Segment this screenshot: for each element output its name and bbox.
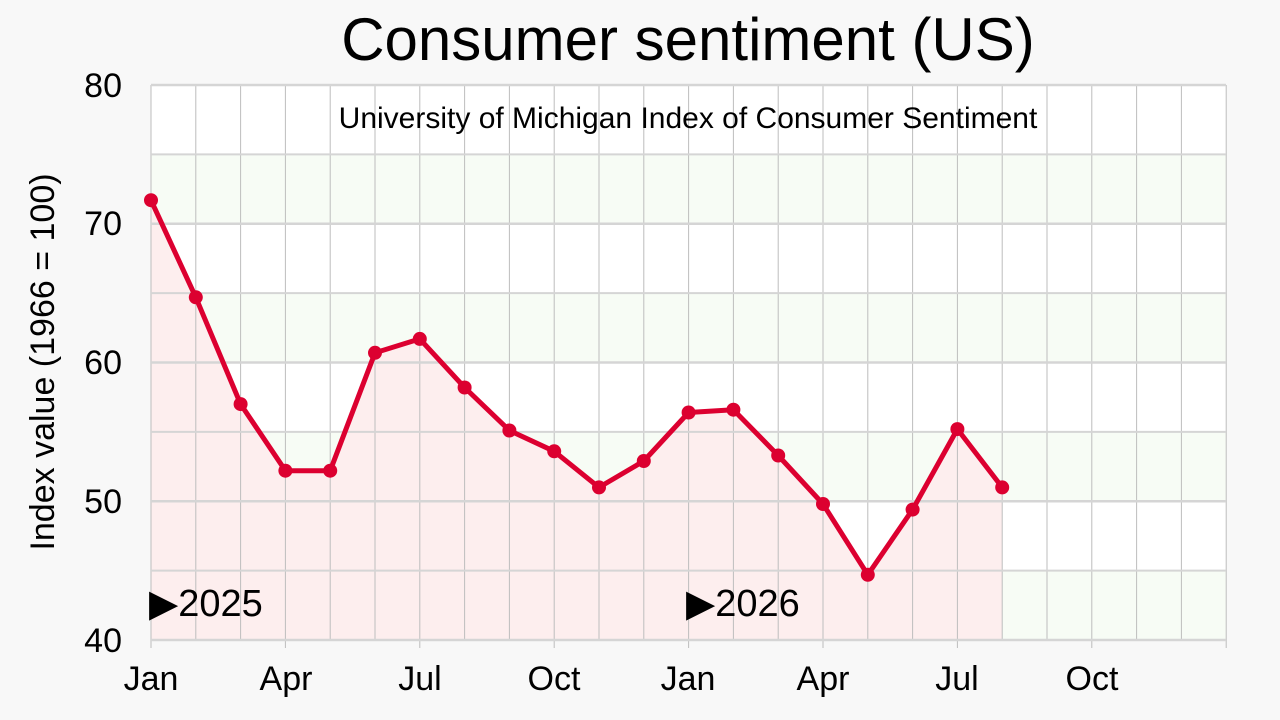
horizontal-gridlines [151,83,1226,642]
y-tick-label: 40 [84,622,122,660]
y-tick-label: 50 [84,483,122,521]
y-tick-label: 60 [84,344,122,382]
year-marker-2025: ▶2025 [149,583,263,625]
data-point [726,402,741,417]
data-point [502,423,517,438]
x-tick-label: Apr [260,660,313,698]
data-point [860,567,875,582]
data-point [681,405,696,420]
data-point [323,463,338,478]
data-point [995,480,1010,495]
data-point [412,331,427,346]
x-tick-label: Jan [124,660,179,698]
data-point [950,422,965,437]
data-point [188,290,203,305]
chart-title: Consumer sentiment (US) [341,6,1035,73]
data-point [547,444,562,459]
series-line [148,199,1005,578]
x-tick-label: Oct [528,660,581,698]
area-fill [151,200,1003,640]
data-point [592,480,606,495]
data-point [816,497,830,511]
data-point [278,463,293,478]
y-axis-label: Index value (1966 = 100) [24,173,62,550]
data-point [457,380,472,395]
y-axis-tick-labels: 40 50 60 70 80 [84,67,122,660]
y-tick-label: 70 [84,205,122,243]
x-tick-label: Oct [1066,660,1119,698]
data-point [771,448,786,463]
x-tick-label: Jul [935,660,978,698]
data-point [905,502,920,517]
data-point [636,454,651,468]
data-point [233,397,248,412]
year-marker-2026: ▶2026 [686,583,800,625]
x-tick-label: Jul [398,660,441,698]
x-tick-label: Jan [661,660,716,698]
x-tick-label: Apr [797,660,850,698]
data-point [368,345,382,360]
data-point [144,193,158,208]
series-markers [144,193,1010,582]
x-axis-tick-labels: Jan Apr Jul Oct Jan Apr Jul Oct [124,660,1119,698]
y-tick-label: 80 [84,67,122,105]
chart-subtitle: University of Michigan Index of Consumer… [339,102,1038,135]
